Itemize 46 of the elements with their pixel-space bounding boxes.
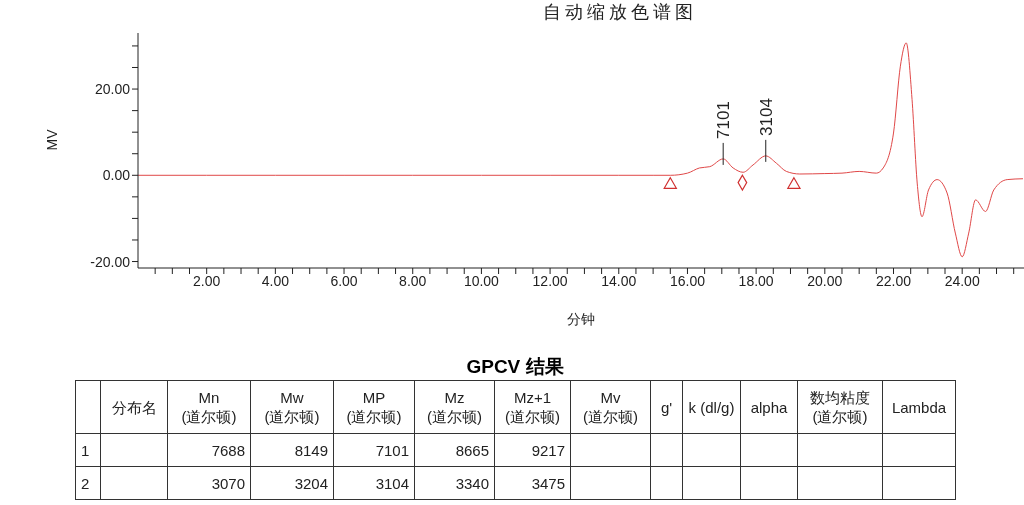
x-tick-label: 4.00: [261, 272, 290, 289]
text: 3070: [211, 474, 245, 492]
category-label: Mn (道尔顿): [167, 380, 251, 434]
x-axis-title: 分钟: [567, 311, 595, 327]
x-tick-label: 2.00: [193, 272, 221, 289]
y-tick-label: -20.00: [90, 253, 131, 270]
x-tick-label: 24.00: [944, 272, 980, 289]
text: 3340: [455, 474, 489, 492]
text: 2: [81, 474, 90, 492]
text: 9217: [531, 441, 565, 459]
x-tick-label: 22.00: [875, 272, 912, 289]
category-label: g': [650, 380, 683, 434]
x-tick-label: 8.00: [399, 272, 427, 289]
x-tick-label: 6.00: [330, 272, 358, 289]
x-tick-label: 18.00: [738, 272, 774, 289]
x-tick-label: 20.00: [807, 272, 843, 289]
category-label: Mw (道尔顿): [250, 380, 334, 434]
y-tick-label: 0.00: [102, 167, 131, 184]
line-series: [138, 42, 1024, 258]
annotation: 3104: [756, 98, 776, 136]
text: 3104: [375, 474, 409, 492]
annotation: 7101: [714, 101, 734, 139]
category-label: MP (道尔顿): [333, 380, 415, 434]
x-tick-label: 16.00: [669, 272, 706, 289]
category-label: k (dl/g): [682, 380, 741, 434]
x-tick-label: 12.00: [532, 272, 568, 289]
category-label: Mz+1 (道尔顿): [494, 380, 571, 434]
text: 7101: [375, 441, 409, 459]
text: 3475: [531, 474, 565, 492]
y-tick-label: 20.00: [94, 81, 131, 98]
x-tick-label: 10.00: [463, 272, 500, 289]
category-label: alpha: [740, 380, 798, 434]
text: 8665: [455, 441, 489, 459]
y-axis-title: MV: [43, 128, 60, 151]
category-label: Mv (道尔顿): [570, 380, 651, 434]
text: GPCV 结果: [465, 355, 565, 379]
chart-title: 自动缩放色谱图: [542, 1, 698, 24]
category-label: Lambda: [882, 380, 956, 434]
text: 7688: [211, 441, 245, 459]
category-label: 分布名: [100, 380, 168, 434]
category-label: 数均粘度 (道尔顿): [797, 380, 883, 434]
text: 1: [81, 441, 90, 459]
x-tick-label: 14.00: [601, 272, 637, 289]
text: 3204: [294, 474, 328, 492]
category-label: Mz (道尔顿): [414, 380, 495, 434]
text: 8149: [294, 441, 328, 459]
